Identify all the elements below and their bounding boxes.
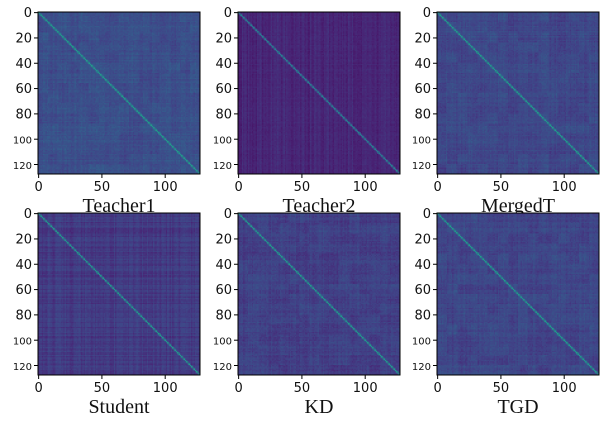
y-tick-label: 20	[414, 232, 431, 247]
y-tick-label: 40	[414, 57, 431, 72]
y-tick-label: 40	[15, 57, 32, 72]
panel-title: Student	[88, 396, 150, 418]
y-tick-label: 40	[215, 258, 232, 273]
y-tick-label: 120	[213, 362, 232, 373]
x-tick-label: 100	[153, 381, 178, 396]
panel-title: TGD	[497, 396, 538, 418]
y-tick-label: 20	[15, 232, 32, 247]
y-tick-label: 20	[414, 31, 431, 46]
heatmap-cells	[38, 12, 200, 174]
y-tick-label: 100	[13, 337, 32, 348]
y-tick-label: 100	[412, 337, 431, 348]
y-tick-label: 100	[213, 136, 232, 147]
axes-frame	[436, 11, 600, 175]
x-tick-label: 0	[34, 180, 42, 195]
y-tick-label: 20	[215, 232, 232, 247]
heatmap-cells	[437, 12, 599, 174]
x-tick-label: 100	[153, 180, 178, 195]
axes-frame	[37, 212, 201, 376]
heatmap-cells	[437, 213, 599, 375]
x-tick-label: 50	[294, 180, 311, 195]
y-tick-label: 0	[224, 207, 232, 222]
y-tick-label: 20	[15, 31, 32, 46]
x-tick-label: 100	[552, 180, 577, 195]
x-tick-label: 50	[94, 180, 111, 195]
y-tick-label: 120	[13, 161, 32, 172]
y-tick-label: 40	[15, 258, 32, 273]
x-tick-label: 50	[294, 381, 311, 396]
y-tick-label: 60	[414, 82, 431, 97]
x-tick-label: 0	[34, 381, 42, 396]
y-tick-label: 80	[215, 107, 232, 122]
axes-frame	[436, 212, 600, 376]
y-tick-label: 0	[224, 6, 232, 21]
y-tick-label: 60	[15, 82, 32, 97]
y-tick-label: 0	[24, 207, 32, 222]
x-tick-label: 0	[433, 381, 441, 396]
axes-frame	[237, 11, 401, 175]
y-tick-label: 60	[414, 283, 431, 298]
panel-title: KD	[305, 396, 334, 418]
y-tick-label: 40	[215, 57, 232, 72]
y-tick-label: 60	[215, 283, 232, 298]
x-tick-label: 50	[493, 381, 510, 396]
y-tick-label: 60	[215, 82, 232, 97]
y-tick-label: 80	[215, 308, 232, 323]
y-tick-label: 120	[412, 362, 431, 373]
x-tick-label: 100	[353, 180, 378, 195]
panel-title: Teacher2	[283, 195, 356, 217]
y-tick-label: 80	[414, 107, 431, 122]
x-tick-label: 0	[234, 381, 242, 396]
y-tick-label: 120	[213, 161, 232, 172]
x-tick-label: 100	[552, 381, 577, 396]
y-tick-label: 100	[412, 136, 431, 147]
axes-frame	[237, 212, 401, 376]
y-tick-label: 120	[412, 161, 431, 172]
heatmap-cells	[238, 213, 400, 375]
y-tick-label: 20	[215, 31, 232, 46]
y-tick-label: 0	[423, 6, 431, 21]
heatmap-cells	[238, 12, 400, 174]
y-tick-label: 0	[423, 207, 431, 222]
y-tick-label: 120	[13, 362, 32, 373]
y-tick-label: 100	[213, 337, 232, 348]
axes-frame	[37, 11, 201, 175]
heatmap-cells	[38, 213, 200, 375]
y-tick-label: 80	[414, 308, 431, 323]
y-tick-label: 40	[414, 258, 431, 273]
x-tick-label: 0	[433, 180, 441, 195]
x-tick-label: 50	[94, 381, 111, 396]
y-tick-label: 80	[15, 308, 32, 323]
x-tick-label: 0	[234, 180, 242, 195]
y-tick-label: 80	[15, 107, 32, 122]
x-tick-label: 50	[493, 180, 510, 195]
panel-title: Teacher1	[83, 195, 156, 217]
y-tick-label: 60	[15, 283, 32, 298]
panel-title: MergedT	[481, 195, 555, 217]
x-tick-label: 100	[353, 381, 378, 396]
y-tick-label: 0	[24, 6, 32, 21]
y-tick-label: 100	[13, 136, 32, 147]
